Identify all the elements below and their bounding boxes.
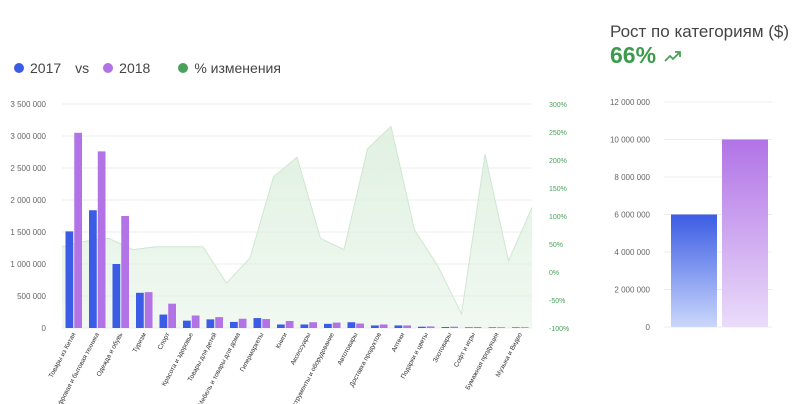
y-tick-label: 4 000 000 <box>614 248 650 257</box>
bar-2018 <box>379 324 388 328</box>
y-right-tick-label: -50% <box>549 298 565 305</box>
bar-2018 <box>74 132 83 328</box>
side-growth: 66% <box>610 42 682 69</box>
bar-2017 <box>441 327 450 328</box>
legend: 2017 vs 2018 % изменения <box>14 60 281 76</box>
y-tick-label: 6 000 000 <box>614 211 650 220</box>
bar-2018 <box>191 315 200 328</box>
legend-dot-2017 <box>14 63 24 73</box>
x-tick-label: Аксессуары <box>290 331 313 366</box>
bar-2017 <box>417 326 426 328</box>
side-bar-2018 <box>722 139 768 327</box>
bar-2018 <box>403 325 412 328</box>
y-right-tick-label: 0% <box>549 270 559 277</box>
y-tick-label: 2 000 000 <box>614 286 650 295</box>
bar-2018 <box>356 323 365 328</box>
legend-dot-2018 <box>103 63 114 73</box>
bar-2018 <box>262 319 271 328</box>
bar-2017 <box>159 314 168 328</box>
side-chart-title: Рост по категориям ($) <box>610 22 790 41</box>
x-tick-label: Гипермаркеты <box>239 331 266 373</box>
bar-2018 <box>121 216 130 328</box>
bar-2018 <box>450 326 459 328</box>
x-tick-label: Инструменты и оборудование <box>286 331 336 404</box>
bar-2017 <box>323 323 332 328</box>
x-tick-label: Зоотовары <box>432 331 454 364</box>
x-tick-label: Музыка и Видео <box>495 331 524 378</box>
bar-2017 <box>88 210 97 328</box>
legend-vs: vs <box>75 60 90 76</box>
x-tick-label: Автотовары <box>337 331 360 366</box>
bar-2018 <box>309 322 318 328</box>
bar-2017 <box>370 325 379 328</box>
bar-2017 <box>488 327 497 328</box>
change-line <box>61 125 533 316</box>
bar-2017 <box>112 264 121 328</box>
legend-label-2018: 2018 <box>119 60 151 76</box>
legend-label-2017: 2017 <box>30 60 62 76</box>
bar-2018 <box>520 327 529 328</box>
bar-2018 <box>168 303 177 328</box>
main-chart: 3 500 000 3 000 000 2 500 000 2 000 000 1 50… <box>10 100 569 404</box>
y-left-tick-label: 2 500 000 <box>10 164 46 173</box>
bar-2017 <box>276 324 285 328</box>
x-tick-label: Мебель и товары для дома <box>196 331 242 404</box>
bar-2017 <box>464 327 473 328</box>
side-bar-2017 <box>671 214 717 327</box>
y-right-tick-label: 300% <box>549 102 567 109</box>
legend-item-change[interactable]: % изменения <box>178 60 281 76</box>
y-tick-label: 10 000 000 <box>610 136 651 145</box>
x-tick-label: Спорт <box>157 332 172 351</box>
y-right-tick-label: 150% <box>549 186 567 193</box>
y-right-tick-label: 250% <box>549 130 567 137</box>
bar-2018 <box>285 320 294 328</box>
trend-up-arrow-icon <box>664 50 681 62</box>
bar-2017 <box>229 321 238 328</box>
y-tick-label: 8 000 000 <box>614 173 650 182</box>
x-tick-label: Туризм <box>132 331 149 354</box>
bar-2018 <box>473 327 482 328</box>
x-tick-label: Аптеки <box>391 331 407 353</box>
bar-2018 <box>497 327 506 328</box>
y-right-tick-label: 50% <box>549 242 563 249</box>
y-left-tick-label: 2 000 000 <box>10 196 46 205</box>
bar-2017 <box>511 327 520 328</box>
bar-2017 <box>206 319 215 328</box>
growth-value: 66% <box>610 42 657 68</box>
bar-2018 <box>144 292 153 328</box>
y-left-tick-label: 3 000 000 <box>10 132 46 141</box>
y-right-tick-label: -100% <box>549 326 569 333</box>
bar-2017 <box>253 318 262 328</box>
y-left-tick-label: 1 500 000 <box>10 228 46 237</box>
y-right-tick-label: 200% <box>549 158 567 165</box>
y-left-tick-label: 0 <box>42 324 47 333</box>
y-right-tick-label: 100% <box>549 214 567 221</box>
bar-2018 <box>426 326 435 328</box>
legend-dot-change <box>178 63 189 73</box>
bar-2017 <box>65 231 74 328</box>
bar-2017 <box>347 322 356 328</box>
side-chart: 12 000 000 10 000 000 8 000 000 6 000 000 4 … <box>610 98 772 332</box>
bar-2017 <box>394 325 403 328</box>
bar-2018 <box>332 322 341 328</box>
y-left-tick-label: 3 500 000 <box>10 100 46 109</box>
legend-item-2018[interactable]: 2018 <box>103 60 150 76</box>
legend-label-change: % изменения <box>194 60 281 76</box>
x-tick-label: Софт и игры <box>453 331 477 368</box>
y-tick-label: 0 <box>646 323 651 332</box>
y-tick-label: 12 000 000 <box>610 98 651 107</box>
bar-2017 <box>135 292 144 328</box>
bar-2018 <box>97 151 106 328</box>
x-tick-label: Книги <box>275 331 289 350</box>
bar-2017 <box>182 320 191 328</box>
legend-item-2017[interactable]: 2017 <box>14 60 61 76</box>
bar-2018 <box>215 317 224 328</box>
bar-2018 <box>238 318 247 328</box>
y-left-tick-label: 500 000 <box>17 292 46 301</box>
y-left-tick-label: 1 000 000 <box>10 260 46 269</box>
change-area <box>62 126 532 329</box>
bar-2017 <box>300 324 309 328</box>
